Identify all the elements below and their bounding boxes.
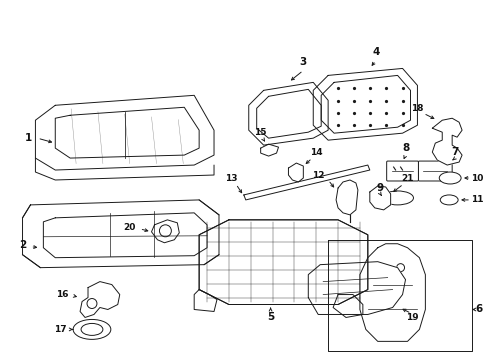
Text: 8: 8 [401, 143, 408, 153]
FancyBboxPatch shape [386, 161, 418, 181]
Text: 21: 21 [400, 174, 413, 182]
Polygon shape [288, 163, 302, 182]
Text: 9: 9 [376, 183, 382, 193]
Ellipse shape [381, 191, 413, 205]
Ellipse shape [439, 172, 460, 184]
FancyBboxPatch shape [418, 161, 451, 181]
Polygon shape [194, 290, 216, 311]
Text: 18: 18 [410, 104, 423, 113]
Text: 5: 5 [266, 312, 273, 322]
Circle shape [159, 225, 171, 237]
Text: 6: 6 [474, 305, 482, 315]
Text: 4: 4 [371, 47, 378, 57]
Text: 19: 19 [405, 313, 418, 322]
Polygon shape [248, 82, 328, 145]
Polygon shape [22, 200, 219, 268]
Ellipse shape [81, 323, 103, 335]
Polygon shape [333, 295, 362, 317]
Polygon shape [35, 95, 213, 170]
Polygon shape [313, 69, 417, 140]
Polygon shape [369, 186, 390, 210]
Text: 7: 7 [451, 147, 458, 157]
Polygon shape [260, 144, 278, 156]
Polygon shape [151, 220, 179, 243]
Text: 3: 3 [299, 57, 306, 67]
Text: 17: 17 [54, 325, 66, 334]
Text: 1: 1 [25, 133, 32, 143]
Text: 12: 12 [311, 171, 324, 180]
Circle shape [87, 298, 97, 308]
Circle shape [379, 265, 389, 275]
Circle shape [396, 264, 404, 272]
Text: 13: 13 [224, 174, 237, 182]
Polygon shape [199, 220, 367, 305]
Polygon shape [431, 118, 461, 165]
Polygon shape [80, 282, 120, 317]
Text: 16: 16 [56, 290, 68, 299]
Polygon shape [308, 262, 405, 315]
Text: 15: 15 [254, 128, 266, 137]
Text: 2: 2 [19, 240, 26, 250]
Ellipse shape [73, 320, 111, 340]
Text: 20: 20 [123, 223, 136, 232]
Text: 14: 14 [309, 147, 322, 157]
Text: 11: 11 [470, 195, 482, 205]
Polygon shape [335, 180, 357, 215]
Polygon shape [243, 165, 369, 200]
Ellipse shape [439, 195, 457, 205]
Text: 10: 10 [470, 174, 482, 182]
